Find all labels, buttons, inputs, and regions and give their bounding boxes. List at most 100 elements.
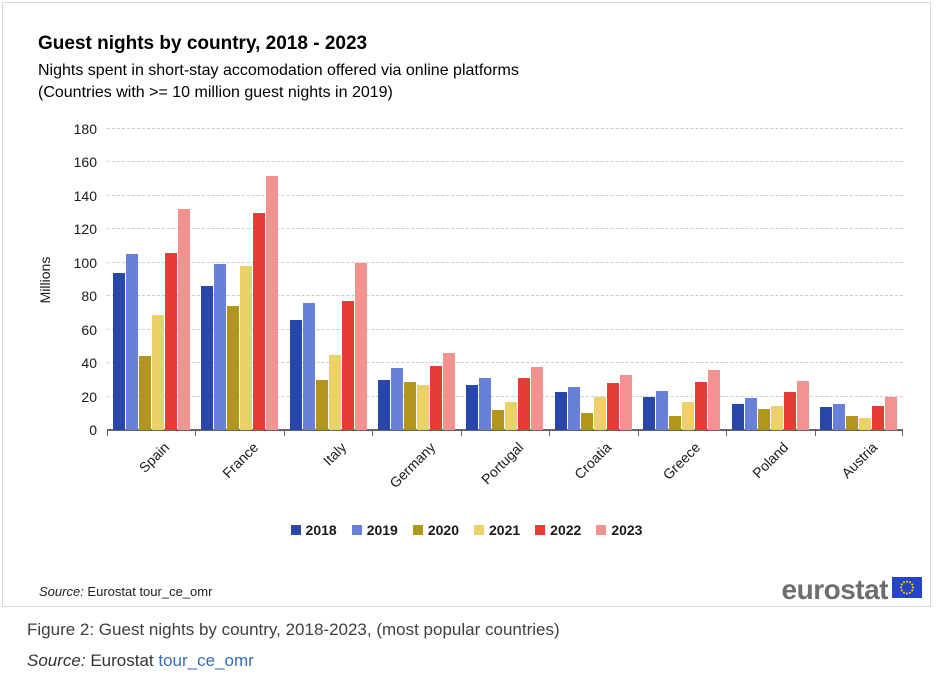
bar-2021-germany xyxy=(417,384,430,430)
bar-2021-croatia xyxy=(593,397,606,430)
bar-2021-greece xyxy=(682,402,695,430)
bar-2018-poland xyxy=(731,404,744,430)
bar-2018-france xyxy=(201,286,214,430)
chart-source: Source: Eurostat tour_ce_omr xyxy=(39,584,212,599)
bar-2020-portugal xyxy=(492,409,505,430)
legend-swatch xyxy=(535,525,546,535)
bar-2018-greece xyxy=(643,396,656,430)
bar-2023-portugal xyxy=(531,367,544,430)
bar-2020-greece xyxy=(669,415,682,430)
bar-2021-italy xyxy=(328,354,341,430)
bar-2019-france xyxy=(214,264,227,430)
bar-2018-italy xyxy=(289,319,302,430)
bar-2021-spain xyxy=(151,314,164,430)
bar-group xyxy=(372,129,460,430)
bar-group xyxy=(815,129,903,430)
bar-2020-france xyxy=(227,306,240,430)
gridline xyxy=(107,362,903,364)
y-tick-label: 80 xyxy=(81,288,97,305)
chart-subtitle: Nights spent in short-stay accomodation … xyxy=(38,60,519,104)
x-axis-line xyxy=(107,429,903,431)
y-tick-label: 140 xyxy=(73,187,97,204)
bar-group xyxy=(107,129,195,430)
bottom-source-publisher: Eurostat xyxy=(85,651,159,670)
bar-2021-france xyxy=(240,266,253,430)
bar-2023-poland xyxy=(796,380,809,430)
x-axis-tick xyxy=(372,430,374,436)
bar-2020-italy xyxy=(315,379,328,430)
legend: 2018 2019 2020 2021 2022 2023 xyxy=(3,522,930,538)
x-axis-tick xyxy=(637,430,639,436)
bar-2023-spain xyxy=(177,209,190,430)
x-axis-label: Portugal xyxy=(478,439,527,488)
bar-2019-austria xyxy=(833,404,846,430)
chart-source-prefix: Source: xyxy=(39,584,84,599)
bar-2019-spain xyxy=(125,254,138,430)
y-tick-label: 20 xyxy=(81,388,97,405)
bar-2018-portugal xyxy=(466,384,479,430)
bar-2021-austria xyxy=(859,418,872,430)
chart-source-text: Eurostat tour_ce_omr xyxy=(83,584,213,599)
bar-2019-portugal xyxy=(479,378,492,430)
bar-2019-croatia xyxy=(567,387,580,430)
bar-group xyxy=(461,129,549,430)
bar-2023-italy xyxy=(354,262,367,430)
x-axis-tick xyxy=(107,430,108,436)
legend-label: 2019 xyxy=(366,522,398,538)
x-axis-tick xyxy=(283,430,285,436)
x-axis-label: France xyxy=(218,439,261,482)
eu-flag-icon xyxy=(892,577,922,603)
bar-2022-croatia xyxy=(606,383,619,430)
bar-2020-spain xyxy=(138,356,151,430)
bar-2023-croatia xyxy=(619,374,632,430)
source-link[interactable]: tour_ce_omr xyxy=(158,651,254,670)
bar-2022-austria xyxy=(872,405,885,430)
chart-title: Guest nights by country, 2018 - 2023 xyxy=(38,33,368,54)
bar-2018-croatia xyxy=(554,392,567,430)
figure-caption: Figure 2: Guest nights by country, 2018-… xyxy=(27,620,560,639)
bar-group xyxy=(726,129,814,430)
legend-swatch xyxy=(596,525,607,535)
bar-2020-croatia xyxy=(580,413,593,430)
x-axis-tick xyxy=(549,430,551,436)
x-axis-label: Austria xyxy=(837,439,881,482)
y-tick-label: 160 xyxy=(73,154,97,171)
legend-swatch xyxy=(351,525,362,535)
x-axis-tick xyxy=(814,430,816,436)
bar-2018-germany xyxy=(378,379,391,430)
bar-2020-poland xyxy=(757,409,770,430)
x-axis-label: Poland xyxy=(749,439,792,482)
bar-2022-italy xyxy=(341,301,354,430)
bar-2022-greece xyxy=(695,382,708,430)
legend-label: 2020 xyxy=(427,522,459,538)
bottom-source: Source: Eurostat tour_ce_omr xyxy=(27,651,254,671)
bottom-source-prefix: Source: xyxy=(27,651,86,670)
chart-subtitle-line2: (Countries with >= 10 million guest nigh… xyxy=(38,84,393,101)
bar-2022-germany xyxy=(430,365,443,430)
bar-2023-germany xyxy=(443,353,456,430)
x-axis-label: Croatia xyxy=(571,439,615,483)
bar-2019-italy xyxy=(302,302,315,430)
legend-item-2022: 2022 xyxy=(535,522,581,538)
legend-label: 2021 xyxy=(489,522,521,538)
y-tick-label: 100 xyxy=(73,254,97,271)
bar-group xyxy=(284,129,372,430)
bar-2023-greece xyxy=(708,369,721,430)
y-tick-label: 0 xyxy=(89,422,97,438)
bar-2019-germany xyxy=(391,368,404,430)
bar-2023-france xyxy=(266,175,279,430)
x-axis-label: Spain xyxy=(135,439,173,476)
bar-2018-austria xyxy=(820,407,833,430)
legend-label: 2023 xyxy=(611,522,643,538)
bar-2022-spain xyxy=(164,252,177,430)
legend-swatch xyxy=(474,525,484,535)
bar-2021-poland xyxy=(770,405,783,430)
gridline xyxy=(107,395,903,397)
x-axis-label: Italy xyxy=(319,439,350,469)
bar-2020-germany xyxy=(404,381,417,430)
bar-2019-greece xyxy=(656,390,669,430)
bar-2023-austria xyxy=(885,397,898,430)
bar-2021-portugal xyxy=(505,402,518,430)
bar-2019-poland xyxy=(744,398,757,430)
plot-area: Millions 0 20 40 60 80 100 120 140 160 180 Spain Fr… xyxy=(37,121,903,491)
